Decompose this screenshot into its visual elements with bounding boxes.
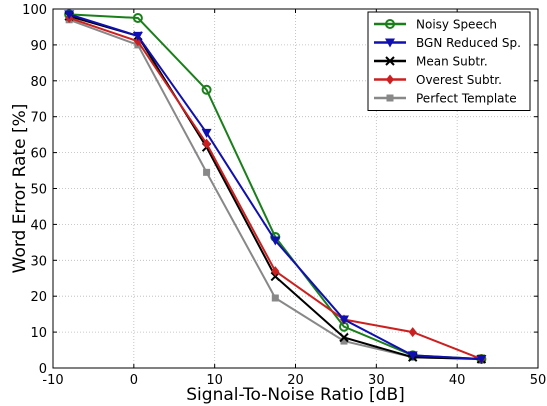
series-group [64, 9, 487, 365]
legend-label: BGN Reduced Sp. [416, 36, 521, 50]
legend-marker [385, 19, 395, 29]
x-tick-label: 20 [287, 373, 304, 388]
y-axis-title: Word Error Rate [%] [10, 104, 30, 274]
data-point [476, 355, 487, 365]
y-tick-label: 0 [39, 362, 47, 377]
legend-label: Noisy Speech [416, 18, 497, 32]
data-point [132, 12, 143, 23]
data-point [407, 351, 418, 361]
legend-item: Noisy Speech [374, 18, 497, 32]
y-tick-label: 50 [30, 183, 47, 198]
y-tick-label: 60 [30, 147, 47, 162]
y-tick-label: 90 [30, 39, 47, 54]
y-tick-label: 10 [30, 326, 47, 341]
legend-marker [385, 56, 395, 66]
data-point [203, 168, 211, 176]
legend: Noisy Speech BGN Reduced Sp. Mean Subtr. Ov… [367, 11, 531, 111]
legend-label: Mean Subtr. [416, 55, 488, 69]
data-point [64, 10, 75, 20]
legend-item: BGN Reduced Sp. [374, 36, 521, 50]
y-tick-label: 30 [30, 254, 47, 269]
y-tick-label: 20 [30, 290, 47, 305]
legend-item: Overest Subtr. [374, 73, 502, 87]
data-point [132, 31, 143, 41]
legend-item: Mean Subtr. [374, 55, 488, 69]
y-tick-label: 100 [22, 3, 47, 18]
legend-item: Perfect Template [374, 92, 517, 106]
data-point [339, 315, 349, 325]
data-point [201, 128, 212, 138]
x-tick-label: 40 [449, 373, 466, 388]
data-point [271, 294, 279, 302]
data-point [339, 332, 349, 343]
data-point [201, 84, 212, 95]
x-tick-label: -10 [42, 373, 63, 388]
y-tick-label: 80 [30, 75, 47, 90]
legend-marker [386, 74, 394, 85]
data-point [271, 266, 280, 277]
data-point [270, 236, 281, 246]
x-tick-label: 30 [368, 373, 385, 388]
x-tick-label: 50 [530, 373, 547, 388]
legend-marker [385, 38, 395, 48]
y-tick-label: 70 [30, 111, 47, 126]
x-tick-label: 0 [130, 373, 138, 388]
x-tick-label: 10 [206, 373, 223, 388]
series-bgn-reduced-sp [64, 10, 487, 365]
legend-marker [386, 94, 394, 102]
data-point [202, 138, 211, 149]
data-point [408, 327, 417, 338]
y-tick-label: 40 [30, 218, 47, 233]
legend-label: Perfect Template [416, 92, 517, 106]
x-axis-title: Signal-To-Noise Ratio [dB] [186, 385, 404, 405]
legend-label: Overest Subtr. [416, 73, 502, 87]
data-point [340, 337, 348, 345]
